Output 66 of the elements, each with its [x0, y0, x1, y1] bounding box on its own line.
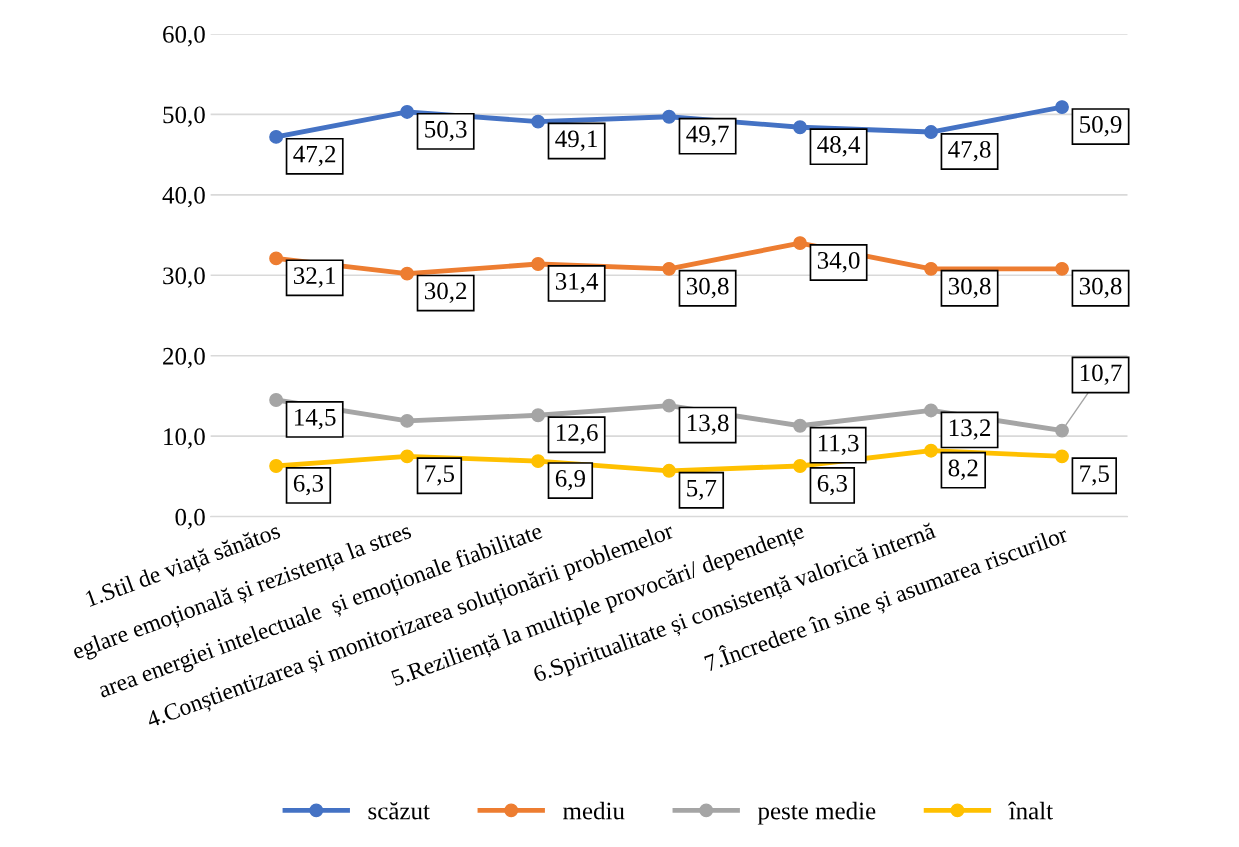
y-tick-label: 60,0 [163, 25, 205, 47]
point [793, 236, 807, 251]
point [662, 398, 677, 413]
point [531, 114, 546, 129]
point [269, 251, 284, 266]
data-label: 6,3 [293, 474, 324, 496]
point [662, 463, 677, 478]
data-label: 32,1 [293, 267, 336, 288]
data-label: 13,8 [687, 414, 729, 435]
data-label: 31,4 [555, 272, 599, 294]
y-tick-label: 30,0 [163, 267, 205, 288]
data-label: 10,7 [1080, 364, 1122, 385]
point [269, 393, 284, 407]
data-label: 49,7 [686, 125, 729, 147]
data-label: 47,2 [293, 145, 336, 167]
point [531, 454, 546, 469]
data-label: 8,2 [948, 459, 978, 480]
data-label: 13,2 [949, 419, 991, 440]
data-label: 7,5 [1080, 465, 1109, 486]
y-tick-label: 50,0 [163, 106, 205, 127]
y-tick-label: 40,0 [162, 186, 205, 208]
data-label: 49,1 [555, 130, 597, 151]
data-label: 7,5 [425, 465, 455, 486]
point [400, 449, 415, 464]
point [269, 459, 284, 473]
data-label: 5,7 [687, 479, 717, 501]
point [1055, 423, 1069, 438]
point [1055, 100, 1069, 115]
data-label: 50,3 [425, 120, 467, 142]
point [531, 408, 546, 423]
point [400, 266, 415, 281]
data-label: 50,9 [1080, 115, 1122, 137]
legend-label: scăzut [368, 802, 430, 820]
data-label: 30,2 [424, 282, 467, 303]
legend-label: înalt [1008, 801, 1053, 820]
data-label: 47,8 [948, 140, 991, 162]
data-label: 12,6 [556, 424, 598, 445]
point [793, 459, 807, 473]
point [662, 109, 677, 124]
data-label: 6,3 [817, 474, 847, 496]
data-label: 30,8 [948, 277, 991, 299]
point [662, 261, 677, 276]
point [924, 261, 938, 276]
point [1055, 449, 1069, 464]
data-label: 30,8 [686, 277, 729, 299]
y-tick-label: 20,0 [163, 347, 205, 369]
point [924, 403, 938, 418]
point [400, 413, 415, 428]
y-tick-label: 0,0 [175, 508, 205, 530]
legend-label: peste medie [757, 801, 876, 825]
point [400, 104, 415, 119]
point [924, 125, 938, 139]
data-label: 14,5 [294, 408, 336, 430]
point [269, 129, 284, 144]
data-label: 30,8 [1079, 277, 1122, 299]
y-tick-label: 10,0 [164, 428, 205, 449]
legend-label: mediu [563, 801, 625, 820]
point [531, 257, 546, 271]
data-label: 11,3 [818, 434, 859, 456]
data-label: 6,9 [555, 470, 585, 491]
point [793, 120, 807, 135]
point [793, 418, 807, 433]
point [924, 443, 938, 458]
point [1055, 261, 1069, 276]
data-label: 34,0 [817, 251, 860, 273]
data-label: 48,4 [817, 136, 861, 157]
